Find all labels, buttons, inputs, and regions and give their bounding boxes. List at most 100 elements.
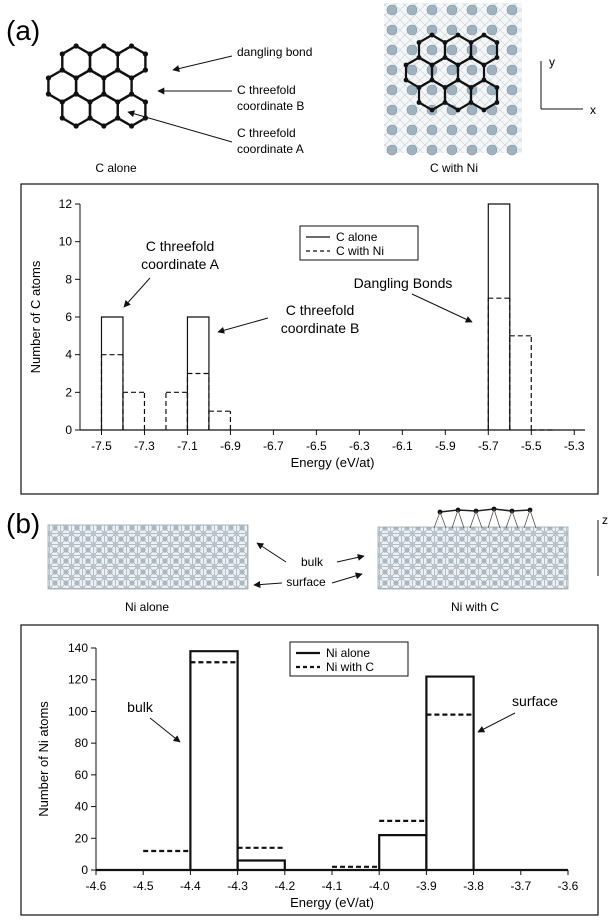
x-tick-label: -5.7 — [478, 439, 499, 453]
c-ni-bond — [505, 510, 513, 529]
c-alone-atom — [87, 115, 93, 121]
x-tick-label: -4.4 — [180, 879, 201, 893]
ni-atom — [446, 124, 458, 136]
c-with-ni-atom — [429, 62, 435, 68]
legend-box — [289, 641, 409, 677]
annotation-coordinate-a: C threefold — [146, 238, 214, 254]
annotation-coordinate-b: coordinate B — [281, 320, 360, 336]
coord-a-arrow — [127, 110, 233, 143]
c-with-ni-atom — [416, 85, 422, 90]
c-chain — [439, 508, 531, 513]
x-tick-label: -7.3 — [134, 439, 155, 453]
c-alone-atom — [142, 67, 149, 73]
x-tick-label: -4.3 — [227, 879, 248, 893]
bulk-arrow-left — [256, 542, 287, 563]
y-tick-label: 0 — [65, 423, 72, 437]
c-with-ni-atom — [403, 77, 409, 83]
c-alone-atom — [128, 91, 135, 97]
x-tick-label: -3.7 — [510, 879, 531, 893]
c-ni-bond — [475, 510, 483, 529]
c-with-ni-atom — [468, 40, 474, 45]
c-with-ni-atom — [442, 85, 448, 90]
c-with-ni-atom — [494, 55, 500, 60]
ni-atom — [386, 84, 398, 96]
c-ni-bond — [433, 511, 441, 529]
ni-atom — [486, 44, 498, 56]
x-tick-label: -5.3 — [564, 439, 585, 453]
bar-c-alone — [487, 203, 511, 430]
c-with-ni-atom — [403, 62, 409, 68]
c-alone-atom — [101, 43, 107, 49]
c-alone-atom — [142, 51, 149, 57]
legend-label: C with Ni — [336, 244, 384, 258]
annotation-arrow-bulk — [149, 717, 181, 743]
dangling-bond-arrow — [172, 55, 233, 72]
y-axis-title: Number of C atoms — [28, 260, 43, 373]
x-tick-label: -7.1 — [177, 439, 198, 453]
ni-atom — [506, 4, 518, 16]
ni-atom — [386, 4, 398, 16]
surface-arrow-left — [253, 581, 283, 589]
ni-atom — [486, 124, 498, 136]
bulk-label: bulk — [301, 555, 324, 569]
c-with-ni-atom — [468, 85, 474, 90]
y-tick-label: 40 — [75, 800, 89, 814]
y-tick-label: 20 — [75, 831, 89, 845]
legend-box — [299, 225, 419, 261]
panel-b-label: (b) — [6, 508, 40, 539]
c-alone-atom — [101, 75, 107, 81]
panel-a-label: (a) — [6, 15, 40, 46]
x-tick-label: -6.5 — [306, 439, 327, 453]
coord-a-label-line1: C threefold — [237, 126, 296, 140]
y-axis-title: Number of Ni atoms — [36, 701, 51, 817]
c-with-ni-atom — [429, 77, 435, 83]
y-tick-label: 2 — [65, 385, 72, 399]
c-with-ni-atom — [494, 40, 500, 45]
c-alone-atom — [101, 91, 107, 97]
x-tick-label: -6.3 — [349, 439, 370, 453]
graphene-c-with-ni-illustration — [403, 32, 500, 113]
caption-ni-with-c: Ni with C — [451, 600, 499, 614]
c-ni-bond — [457, 509, 465, 529]
c-with-ni-atom — [429, 32, 435, 38]
x-tick-label: -4.2 — [274, 879, 295, 893]
caption-ni-alone: Ni alone — [125, 600, 169, 614]
ni-atom — [446, 44, 458, 56]
xy-axes-indicator: y x — [540, 55, 596, 117]
annotation-coordinate-a: coordinate A — [141, 256, 219, 272]
bar-ni-alone — [236, 859, 286, 870]
x-tick-label: -3.6 — [558, 879, 579, 893]
chart-c-atoms: 0 2 4 6 8 10 12 -7.5 -7.3 -7.1 -6.9 -6.7 -6.5 -6.3 -6.… — [28, 197, 585, 470]
c-alone-ring — [61, 92, 92, 128]
ni-atom — [506, 104, 518, 116]
annotation-coordinate-b: C threefold — [286, 302, 354, 318]
surface-label: surface — [286, 575, 326, 589]
dangling-bond-label: dangling bond — [237, 45, 312, 59]
annotation-arrow-b — [217, 317, 269, 334]
ni-atom — [386, 144, 398, 156]
coord-b-label-line2: coordinate B — [237, 99, 304, 113]
y-tick-label: 12 — [59, 197, 73, 211]
x-tick-label: -6.1 — [392, 439, 413, 453]
c-ni-bond — [523, 509, 531, 529]
c-alone-atom — [73, 123, 79, 129]
c-alone-atom — [45, 91, 52, 97]
axis-y-label: y — [549, 55, 555, 69]
ni-atom — [466, 4, 478, 16]
ni-atom — [446, 84, 458, 96]
c-with-ni-atom — [442, 100, 448, 105]
axis-z-label: z — [602, 513, 608, 527]
ni-atom — [506, 44, 518, 56]
y-tick-label: 6 — [65, 310, 72, 324]
c-alone-atom — [73, 75, 79, 81]
ni-atom — [426, 4, 438, 16]
c-alone-atom — [128, 75, 135, 81]
carbon-overlayer-illustration — [433, 506, 537, 529]
ni-atom — [426, 44, 438, 56]
c-with-ni-atom — [481, 107, 487, 113]
ni-atom — [486, 24, 498, 36]
c-ni-bond — [439, 511, 447, 529]
caption-c-with-ni: C with Ni — [430, 161, 478, 175]
ni-atom — [386, 104, 398, 116]
c-with-ni-atom — [455, 77, 461, 83]
